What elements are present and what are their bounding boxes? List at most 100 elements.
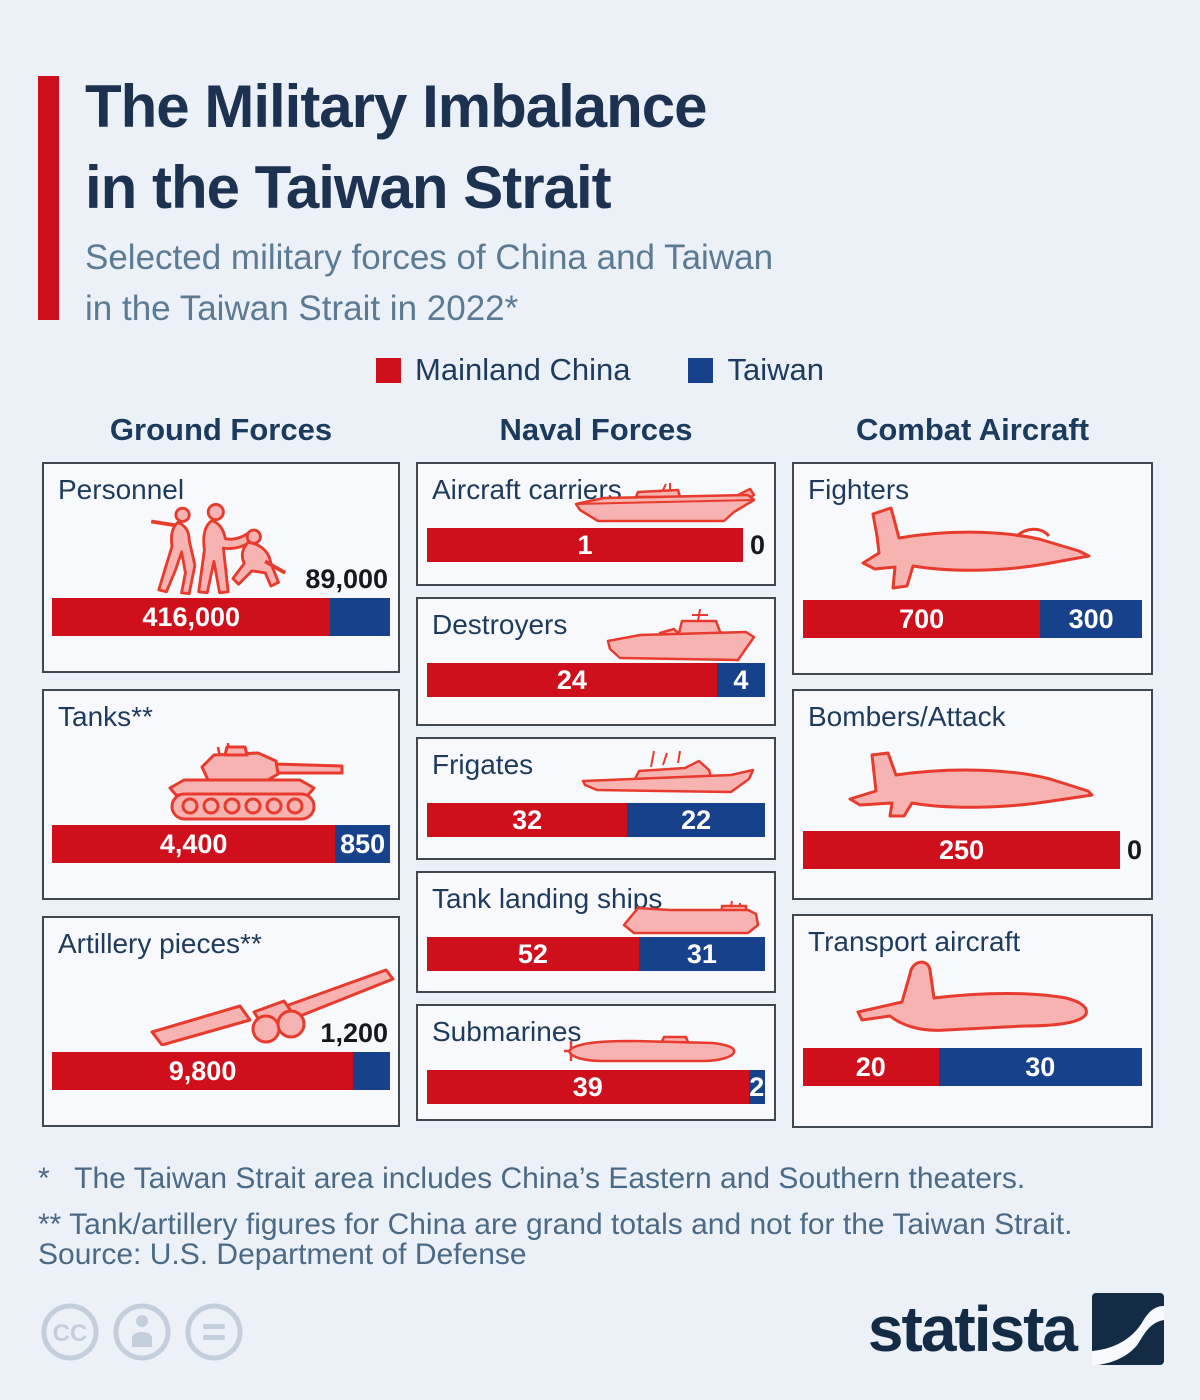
card-bombers: Bombers/Attack 250 0: [792, 689, 1153, 900]
tank-icon: [168, 743, 344, 821]
taiwan-bar-segment: 300: [1040, 600, 1142, 638]
license-icons: CC: [40, 1302, 244, 1362]
page-subtitle: Selected military forces of China and Ta…: [85, 232, 773, 334]
submarines-taiwan-value: 2: [749, 1071, 765, 1102]
footnotes: * The Taiwan Strait area includes China’…: [38, 1156, 1072, 1248]
frigates-china-value: 32: [512, 804, 543, 835]
fighter-jet-icon: [861, 506, 1091, 590]
tanks-china-value: 4,400: [159, 828, 228, 859]
artillery-china-value: 9,800: [168, 1055, 237, 1086]
bombers-label: Bombers/Attack: [808, 701, 1006, 732]
china-bar-segment: 24: [427, 663, 717, 697]
title-accent-bar: [38, 76, 59, 320]
china-bar-segment: 1: [427, 528, 743, 562]
submarines-bar: 39 2: [427, 1070, 765, 1104]
column-ground-forces: Ground Forces Personnel 89,: [42, 412, 400, 1128]
page-title: The Military Imbalance in the Taiwan Stra…: [85, 66, 708, 228]
personnel-bar: 416,000: [52, 598, 390, 636]
taiwan-bar-segment: 4: [716, 663, 765, 697]
transport-label: Transport aircraft: [808, 926, 1021, 957]
legend-item-taiwan: Taiwan: [688, 352, 824, 388]
taiwan-bar-segment: 2: [748, 1070, 765, 1104]
landing-ships-taiwan-value: 31: [686, 938, 717, 969]
china-color-swatch: [376, 357, 402, 383]
frigates-bar: 32 22: [427, 803, 765, 837]
transport-china-value: 20: [855, 1051, 886, 1082]
destroyers-label: Destroyers: [432, 609, 568, 640]
legend: Mainland China Taiwan: [0, 352, 1200, 388]
submarine-icon: [564, 1035, 736, 1063]
source-line: Source: U.S. Department of Defense: [38, 1238, 527, 1271]
fighters-label: Fighters: [808, 474, 910, 505]
bomber-aircraft-icon: [848, 751, 1094, 818]
carriers-china-value: 1: [577, 529, 593, 560]
aircraft-carrier-icon: [574, 483, 756, 523]
card-frigates: Frigates 32 22: [416, 737, 776, 860]
column-combat-aircraft: Combat Aircraft Fighters 700 300: [792, 412, 1153, 1128]
title-line2: in the Taiwan Strait: [85, 154, 612, 221]
footnote-2: ** Tank/artillery figures for China are …: [38, 1208, 1073, 1241]
china-bar-segment: 9,800: [52, 1052, 354, 1090]
legend-taiwan-label: Taiwan: [727, 352, 824, 387]
artillery-taiwan-value: 1,200: [320, 1018, 388, 1048]
taiwan-bar-segment: 22: [627, 803, 765, 837]
card-artillery: Artillery pieces** 1,200 9,800: [42, 916, 400, 1127]
taiwan-bar-segment: [353, 1052, 390, 1090]
submarines-label: Submarines: [432, 1016, 582, 1047]
svg-text:CC: CC: [53, 1320, 88, 1347]
statista-logo-text: statista: [867, 1293, 1078, 1365]
cc-icon: CC: [41, 1303, 99, 1361]
landing-ships-china-value: 52: [517, 938, 548, 969]
destroyer-icon: [606, 608, 756, 662]
bombers-taiwan-value: 0: [1126, 834, 1142, 865]
attribution-person-icon: [113, 1303, 171, 1361]
transport-aircraft-icon: [856, 960, 1088, 1032]
bombers-bar: 250 0: [803, 831, 1142, 869]
taiwan-color-swatch: [688, 357, 714, 383]
card-submarines: Submarines 39 2: [416, 1004, 776, 1121]
destroyers-china-value: 24: [556, 664, 587, 695]
personnel-label: Personnel: [58, 474, 185, 505]
fighters-bar: 700 300: [803, 600, 1142, 638]
bombers-china-value: 250: [938, 834, 985, 865]
artillery-label: Artillery pieces**: [58, 928, 262, 959]
china-bar-segment: 250: [803, 831, 1120, 869]
tank-landing-ships-label: Tank landing ships: [432, 883, 663, 914]
tank-landing-ship-icon: [622, 900, 760, 935]
taiwan-bar-segment: [330, 598, 390, 636]
card-tank-landing-ships: Tank landing ships 52 31: [416, 871, 776, 993]
china-bar-segment: 700: [803, 600, 1041, 638]
title-line1: The Military Imbalance: [85, 73, 708, 140]
submarines-china-value: 39: [572, 1071, 603, 1102]
artillery-bar: 9,800: [52, 1052, 390, 1090]
china-bar-segment: 20: [803, 1048, 939, 1086]
tanks-taiwan-value: 850: [340, 828, 386, 859]
naval-forces-header: Naval Forces: [499, 412, 693, 447]
card-transport: Transport aircraft 20 30: [792, 914, 1153, 1128]
subtitle-line1: Selected military forces of China and Ta…: [85, 238, 774, 277]
column-naval-forces: Naval Forces Aircraft carriers 1: [416, 412, 776, 1128]
aircraft-carriers-bar: 1 0: [427, 528, 765, 562]
china-bar-segment: 416,000: [52, 598, 331, 636]
card-fighters: Fighters 700 300: [792, 462, 1153, 675]
personnel-china-value: 416,000: [142, 601, 241, 632]
no-derivatives-equals-icon: [185, 1303, 243, 1361]
subtitle-line2: in the Taiwan Strait in 2022*: [85, 289, 519, 328]
card-personnel: Personnel 89,000: [42, 462, 400, 673]
fighters-taiwan-value: 300: [1068, 603, 1114, 634]
statista-logo: statista: [868, 1292, 1164, 1366]
fighters-china-value: 700: [899, 603, 945, 634]
china-bar-segment: 52: [427, 937, 639, 971]
combat-aircraft-header: Combat Aircraft: [855, 412, 1090, 447]
china-bar-segment: 39: [427, 1070, 749, 1104]
china-bar-segment: 32: [427, 803, 628, 837]
taiwan-bar-segment: 31: [638, 937, 765, 971]
destroyers-bar: 24 4: [427, 663, 765, 697]
taiwan-bar-segment: 30: [938, 1048, 1142, 1086]
card-aircraft-carriers: Aircraft carriers 1 0: [416, 462, 776, 586]
china-bar-segment: 4,400: [52, 825, 336, 863]
legend-item-china: Mainland China: [376, 352, 630, 388]
soldiers-icon: [150, 502, 287, 596]
frigate-icon: [581, 750, 755, 794]
destroyers-taiwan-value: 4: [733, 664, 749, 695]
